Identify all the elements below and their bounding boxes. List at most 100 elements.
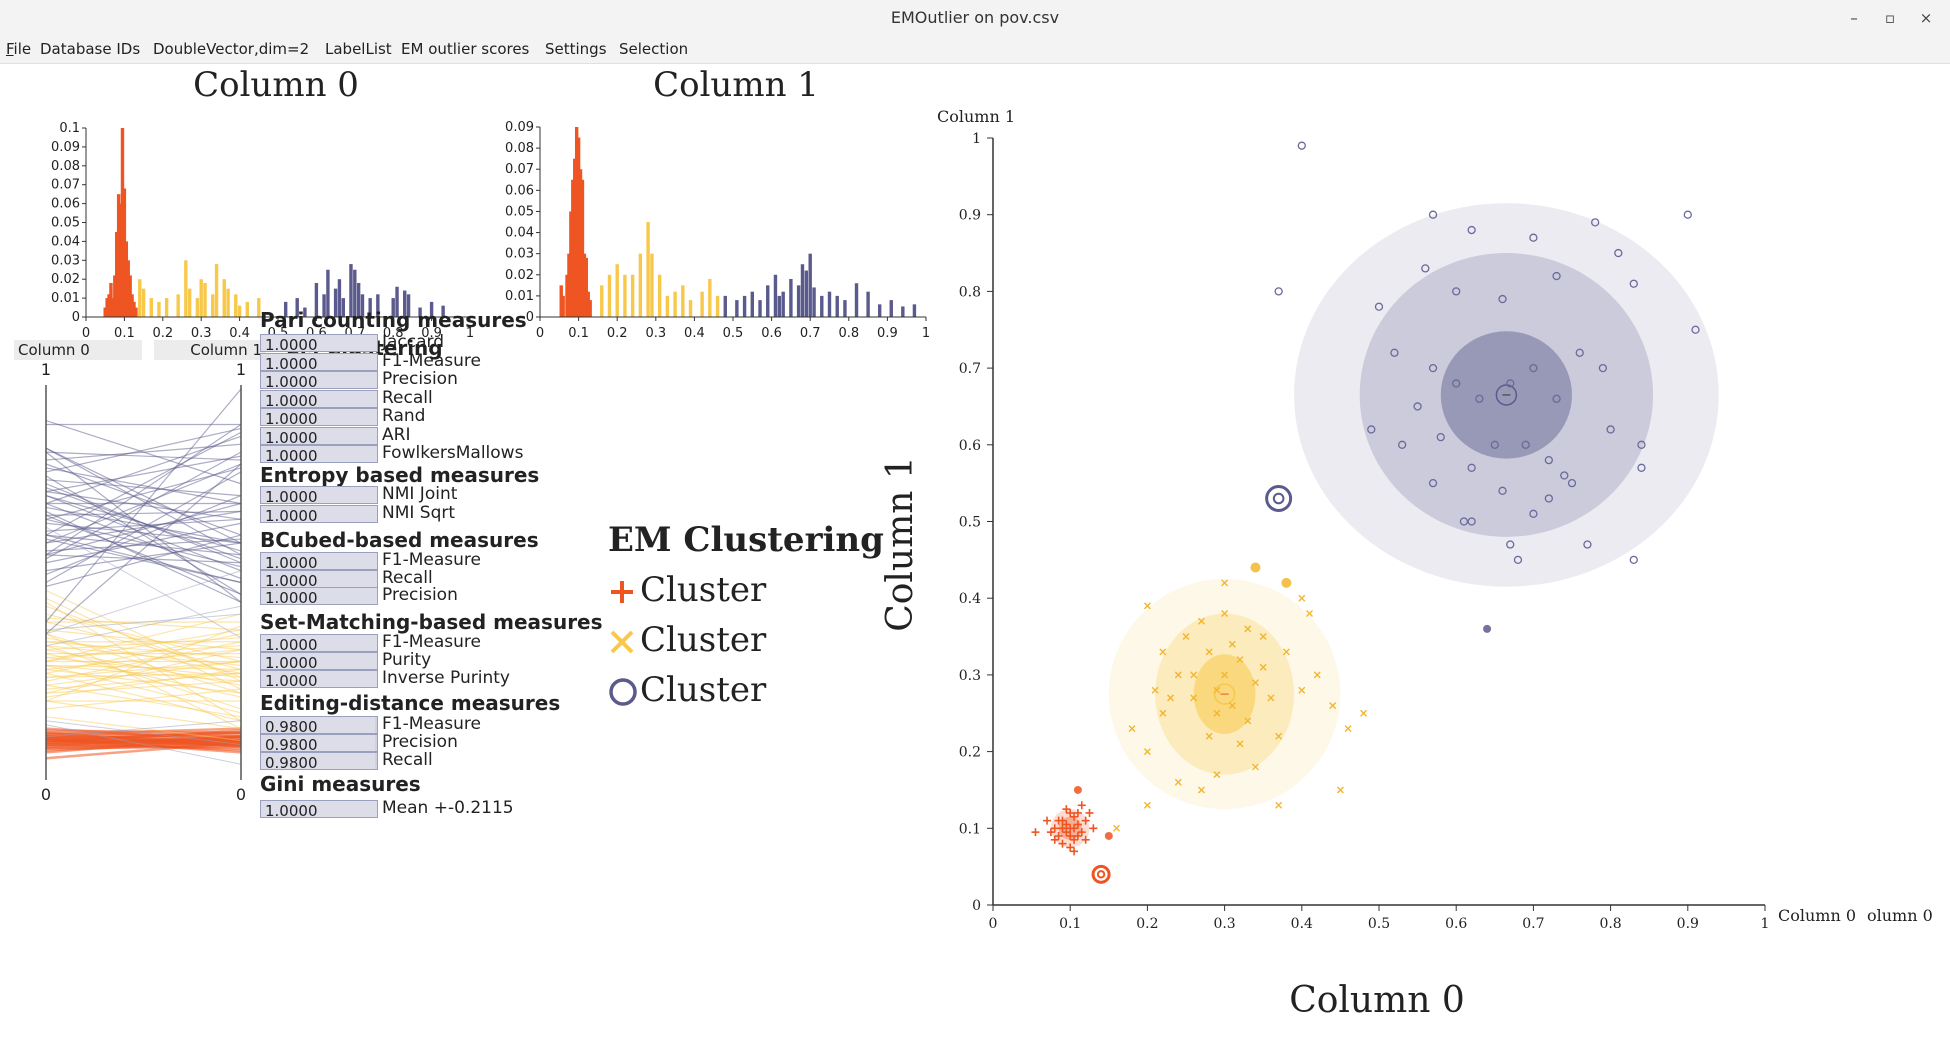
data-point xyxy=(1336,786,1344,794)
measure-value-fill xyxy=(261,801,377,817)
menu-database-ids[interactable]: Database IDs xyxy=(40,40,141,58)
histogram-bar xyxy=(234,294,238,317)
measure-value-field: 1.0000 xyxy=(260,634,378,654)
measure-value: 1.0000 xyxy=(265,391,318,410)
maximize-button[interactable]: ▫ xyxy=(1884,9,1896,27)
y-tick-label: 1 xyxy=(972,131,981,147)
histogram-bar xyxy=(723,295,727,317)
parallel-axis-label-right[interactable]: Column 1 xyxy=(154,340,266,360)
histogram-bar xyxy=(130,294,134,317)
data-point xyxy=(1062,828,1071,837)
data-point xyxy=(1506,540,1515,549)
parallel-axis-label-left[interactable]: Column 0 xyxy=(14,340,142,360)
data-point xyxy=(1329,702,1337,710)
parallel-line xyxy=(45,668,242,698)
parallel-line xyxy=(45,672,242,722)
measure-value-fill xyxy=(261,717,375,733)
data-point xyxy=(1073,820,1082,829)
data-point xyxy=(1428,210,1438,219)
minimize-button[interactable]: – xyxy=(1850,9,1858,27)
y-ticks: 0 0.1 0.2 0.3 0.4 0.5 0.6 0.7 0.8 0.9 1 xyxy=(959,131,993,914)
menu-file[interactable]: File xyxy=(6,40,32,58)
measure-value-field: 1.0000 xyxy=(260,389,378,410)
x-tick-label: 0.2 xyxy=(607,326,628,341)
histogram-bar xyxy=(115,231,119,317)
measure-value-field: 1.0000 xyxy=(260,352,378,373)
data-point xyxy=(1221,671,1229,679)
histogram-bar xyxy=(333,288,338,317)
outlier-point-inner xyxy=(1096,870,1106,879)
measure-value-fill xyxy=(261,505,377,522)
data-point xyxy=(1591,218,1600,227)
data-point xyxy=(1629,279,1638,288)
histogram-bar xyxy=(820,295,824,317)
histogram-bar xyxy=(403,290,407,317)
histogram-bar xyxy=(295,298,299,317)
parallel-line xyxy=(45,613,242,663)
histogram-bar xyxy=(700,291,704,317)
histogram-bar xyxy=(877,304,882,317)
histogram-bar xyxy=(203,282,207,317)
measure-row: 0.9800 Precision xyxy=(260,732,560,754)
histogram-bar xyxy=(582,253,587,317)
measure-label: F1-Measure xyxy=(382,632,481,652)
data-point xyxy=(1197,617,1205,625)
parallel-line xyxy=(45,451,242,461)
menu-em-outlier-scores[interactable]: EM outlier scores xyxy=(401,40,530,58)
menu-labellist[interactable]: LabelList xyxy=(325,40,392,58)
measure-section-header: Pari counting measures xyxy=(260,308,527,332)
data-point xyxy=(1228,702,1236,710)
parallel-line xyxy=(45,601,242,722)
menu-settings[interactable]: Settings xyxy=(545,40,607,58)
histogram-bar xyxy=(395,286,399,317)
data-point xyxy=(1236,740,1244,748)
data-point xyxy=(1598,363,1608,373)
legend-item-cluster-1[interactable]: Cluster xyxy=(608,570,808,614)
parallel-line xyxy=(45,672,242,678)
histogram-column1[interactable]: Column 1 0 0.1 0.2 0.3 0.4 0.5 0.6 0.7 0.8 0.9 1 0… xyxy=(490,64,950,344)
close-button[interactable]: × xyxy=(1919,9,1933,27)
legend-item-cluster-3[interactable]: Cluster xyxy=(608,670,808,714)
x-tick-label: 0.5 xyxy=(723,326,744,341)
parallel-line xyxy=(45,641,242,682)
histogram-bar xyxy=(111,298,115,317)
histogram-bar xyxy=(349,264,353,317)
measure-section-header: Editing-distance measures xyxy=(260,691,561,715)
data-point xyxy=(1143,748,1151,756)
measure-value-fill xyxy=(261,653,377,669)
x-tick-label: 0.7 xyxy=(1522,916,1544,932)
corner-y-label: Column 1 xyxy=(937,107,1015,126)
measure-value: 0.9800 xyxy=(265,736,318,754)
parallel-line xyxy=(45,534,242,556)
parallel-line xyxy=(45,502,242,580)
measure-label: Inverse Purinty xyxy=(382,668,510,688)
parallel-line xyxy=(45,526,242,639)
data-point xyxy=(1062,805,1071,814)
x-tick-label: 1 xyxy=(922,326,930,341)
histogram-bar xyxy=(103,307,107,317)
histogram-bar xyxy=(122,188,127,317)
parallel-coordinates-plot[interactable]: 1 1 0 0 xyxy=(0,360,260,810)
measure-value: 1.0000 xyxy=(265,506,318,525)
data-point xyxy=(1205,648,1213,656)
histogram-bar xyxy=(360,294,365,317)
y-tick-label: 0.04 xyxy=(505,226,534,241)
histogram-bar xyxy=(574,127,579,317)
x-tick-label: 0.1 xyxy=(114,326,135,341)
scatter-plot[interactable]: 0 0.1 0.2 0.3 0.4 0.5 0.6 0.7 0.8 0.9 1 0 0.1 0.2 0.3… xyxy=(870,64,1945,1034)
data-point xyxy=(1128,725,1136,733)
measure-value-fill xyxy=(261,671,377,687)
data-point xyxy=(1490,440,1499,449)
menu-selection[interactable]: Selection xyxy=(619,40,689,58)
histogram-bar xyxy=(116,194,121,317)
menu-doublevector[interactable]: DoubleVector,dim=2 xyxy=(153,40,310,58)
legend-item-cluster-2[interactable]: Cluster xyxy=(608,620,808,664)
parallel-line xyxy=(45,431,242,536)
data-point xyxy=(1583,540,1592,549)
axis-bottom-right: 0 xyxy=(236,785,246,804)
parallel-line xyxy=(45,649,242,686)
histogram-column0[interactable]: Column 0 00.10.20.30.40.50.60.70.80.91 0… xyxy=(0,64,490,344)
data-point xyxy=(1529,509,1538,518)
data-point xyxy=(1629,555,1638,565)
measure-label: Purity xyxy=(382,650,432,670)
